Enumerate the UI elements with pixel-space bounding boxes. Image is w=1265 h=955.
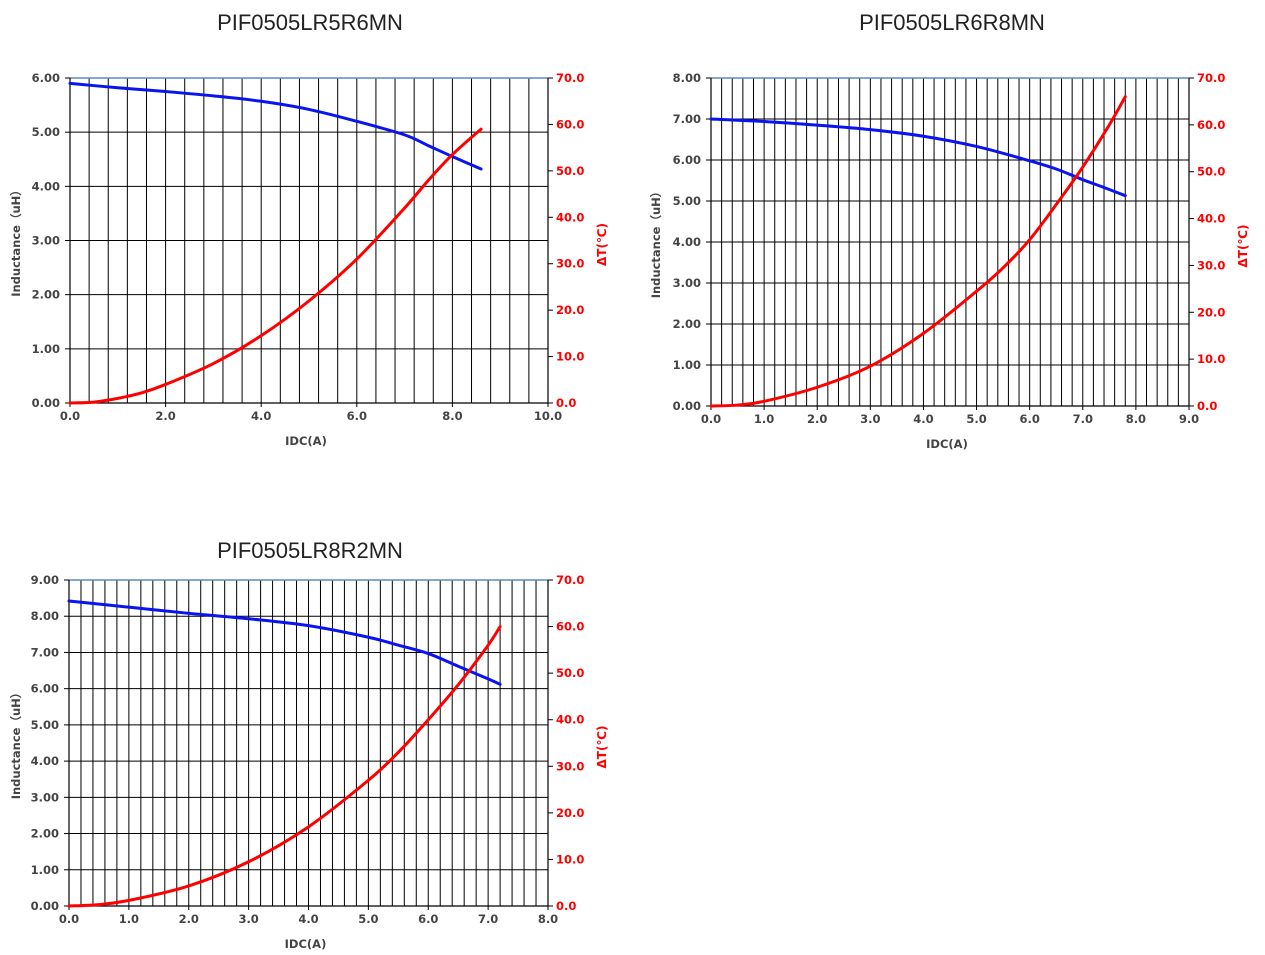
y-tick-label: 5.00	[673, 194, 701, 208]
temperature-rise-series-line	[67, 625, 502, 908]
x-tick-label: 4.0	[251, 409, 271, 423]
y-right-tick-label: 20.0	[556, 806, 584, 820]
y-tick-label: 8.00	[31, 609, 59, 623]
y-right-tick-label: 10.0	[1197, 352, 1225, 366]
y-right-tick-label: 0.0	[1197, 399, 1217, 413]
x-tick-label: 4.0	[298, 912, 318, 926]
y-tick-label: 3.00	[673, 276, 701, 290]
chart-1-svg: PIF0505LR5R6MN 0.00 1.00 2.00 3.00 4.00 5.00 6.…	[9, 10, 609, 448]
inductance-series-line	[68, 81, 483, 171]
x-tick-label: 5.0	[358, 912, 378, 926]
y-tick-label: 7.00	[673, 112, 701, 126]
x-tick-label: 1.0	[119, 912, 139, 926]
y-right-tick-label: 60.0	[556, 620, 584, 634]
y-axis-label: Inductance（uH）	[9, 687, 23, 800]
y-right-tick-label: 30.0	[556, 257, 584, 271]
y-right-tick-label: 40.0	[1197, 212, 1225, 226]
x-tick-label: 3.0	[860, 412, 880, 426]
y-tick-label: 0.00	[32, 396, 60, 410]
x-tick-label: 6.0	[1019, 412, 1039, 426]
x-tick-label: 6.0	[347, 409, 367, 423]
x-axis-label: IDC(A)	[285, 937, 327, 951]
chart-3-svg: PIF0505LR8R2MN 0.00 1.00 2.00 3.00 4.00 5.00 6.…	[9, 538, 609, 951]
y-tick-label: 0.00	[673, 399, 701, 413]
y-right-tick-label: 10.0	[556, 350, 584, 364]
y-right-axis-label: ΔT(℃)	[595, 223, 609, 266]
x-tick-label: 9.0	[1179, 412, 1199, 426]
x-tick-label: 2.0	[155, 409, 175, 423]
y-right-tick-label: 70.0	[1197, 71, 1225, 85]
y-right-tick-label: 30.0	[556, 759, 584, 773]
y-right-tick-label: 10.0	[556, 852, 584, 866]
y-tick-label: 1.00	[31, 863, 59, 877]
y-right-tick-label: 0.0	[556, 396, 576, 410]
chart-panel-pif0505lr6r8mn: PIF0505LR6R8MN 0.00 1.00 2.00 3.00 4.00 5.00 6.…	[640, 0, 1260, 470]
y-tick-label: 1.00	[673, 358, 701, 372]
y-tick-label: 5.00	[31, 718, 59, 732]
x-tick-label: 7.0	[1073, 412, 1093, 426]
x-tick-label: 0.0	[60, 409, 80, 423]
y-tick-label: 4.00	[32, 179, 60, 193]
chart-2-svg: PIF0505LR6R8MN 0.00 1.00 2.00 3.00 4.00 5.00 6.…	[649, 10, 1250, 451]
x-tick-label: 7.0	[478, 912, 498, 926]
y-tick-label: 2.00	[32, 288, 60, 302]
y-tick-label: 9.00	[31, 573, 59, 587]
chart-title: PIF0505LR6R8MN	[859, 10, 1045, 35]
x-tick-label: 2.0	[807, 412, 827, 426]
y-tick-label: 6.00	[31, 682, 59, 696]
chart-panel-pif0505lr5r6mn: PIF0505LR5R6MN 0.00 1.00 2.00 3.00 4.00 5.00 6.…	[0, 0, 610, 470]
y-tick-label: 0.00	[31, 899, 59, 913]
y-right-tick-label: 60.0	[556, 117, 584, 131]
y-tick-label: 4.00	[673, 235, 701, 249]
x-tick-label: 0.0	[59, 912, 79, 926]
temperature-rise-series-line	[709, 95, 1127, 408]
y-tick-label: 3.00	[31, 790, 59, 804]
y-tick-label: 4.00	[31, 754, 59, 768]
y-right-tick-label: 60.0	[1197, 118, 1225, 132]
chart-title: PIF0505LR8R2MN	[217, 538, 403, 563]
x-tick-label: 8.0	[1126, 412, 1146, 426]
y-tick-label: 6.00	[673, 153, 701, 167]
temperature-rise-series-line	[68, 127, 483, 405]
y-tick-label: 1.00	[32, 342, 60, 356]
y-right-tick-label: 20.0	[1197, 305, 1225, 319]
x-axis-label: IDC(A)	[285, 434, 327, 448]
y-right-tick-label: 0.0	[556, 899, 576, 913]
y-right-tick-label: 70.0	[556, 573, 584, 587]
y-tick-label: 6.00	[32, 71, 60, 85]
y-axis-label: Inductance（uH）	[9, 184, 23, 297]
y-tick-label: 7.00	[31, 645, 59, 659]
y-right-axis-label: ΔT(℃)	[595, 726, 609, 769]
y-right-tick-label: 50.0	[1197, 165, 1225, 179]
chart-panel-pif0505lr8r2mn: PIF0505LR8R2MN 0.00 1.00 2.00 3.00 4.00 5.00 6.…	[0, 528, 610, 955]
inductance-series-line	[709, 117, 1127, 198]
x-tick-label: 4.0	[913, 412, 933, 426]
x-tick-label: 3.0	[238, 912, 258, 926]
y-tick-label: 2.00	[31, 827, 59, 841]
y-right-tick-label: 40.0	[556, 210, 584, 224]
y-right-tick-label: 20.0	[556, 303, 584, 317]
x-axis-label: IDC(A)	[926, 437, 968, 451]
x-tick-label: 8.0	[442, 409, 462, 423]
y-right-axis-label: ΔT(℃)	[1236, 225, 1250, 268]
x-tick-label: 10.0	[534, 409, 562, 423]
y-right-tick-label: 50.0	[556, 164, 584, 178]
y-right-tick-label: 70.0	[556, 71, 584, 85]
y-right-tick-label: 50.0	[556, 666, 584, 680]
x-tick-label: 1.0	[754, 412, 774, 426]
inductance-series-line	[67, 599, 502, 686]
y-tick-label: 5.00	[32, 125, 60, 139]
x-tick-label: 2.0	[179, 912, 199, 926]
y-right-tick-label: 30.0	[1197, 258, 1225, 272]
y-right-tick-label: 40.0	[556, 713, 584, 727]
x-tick-label: 6.0	[418, 912, 438, 926]
x-tick-label: 0.0	[701, 412, 721, 426]
x-tick-label: 5.0	[966, 412, 986, 426]
y-tick-label: 2.00	[673, 317, 701, 331]
x-tick-label: 8.0	[538, 912, 558, 926]
y-tick-label: 3.00	[32, 234, 60, 248]
y-tick-label: 8.00	[673, 71, 701, 85]
chart-title: PIF0505LR5R6MN	[217, 10, 403, 35]
y-axis-label: Inductance（uH）	[649, 186, 663, 299]
